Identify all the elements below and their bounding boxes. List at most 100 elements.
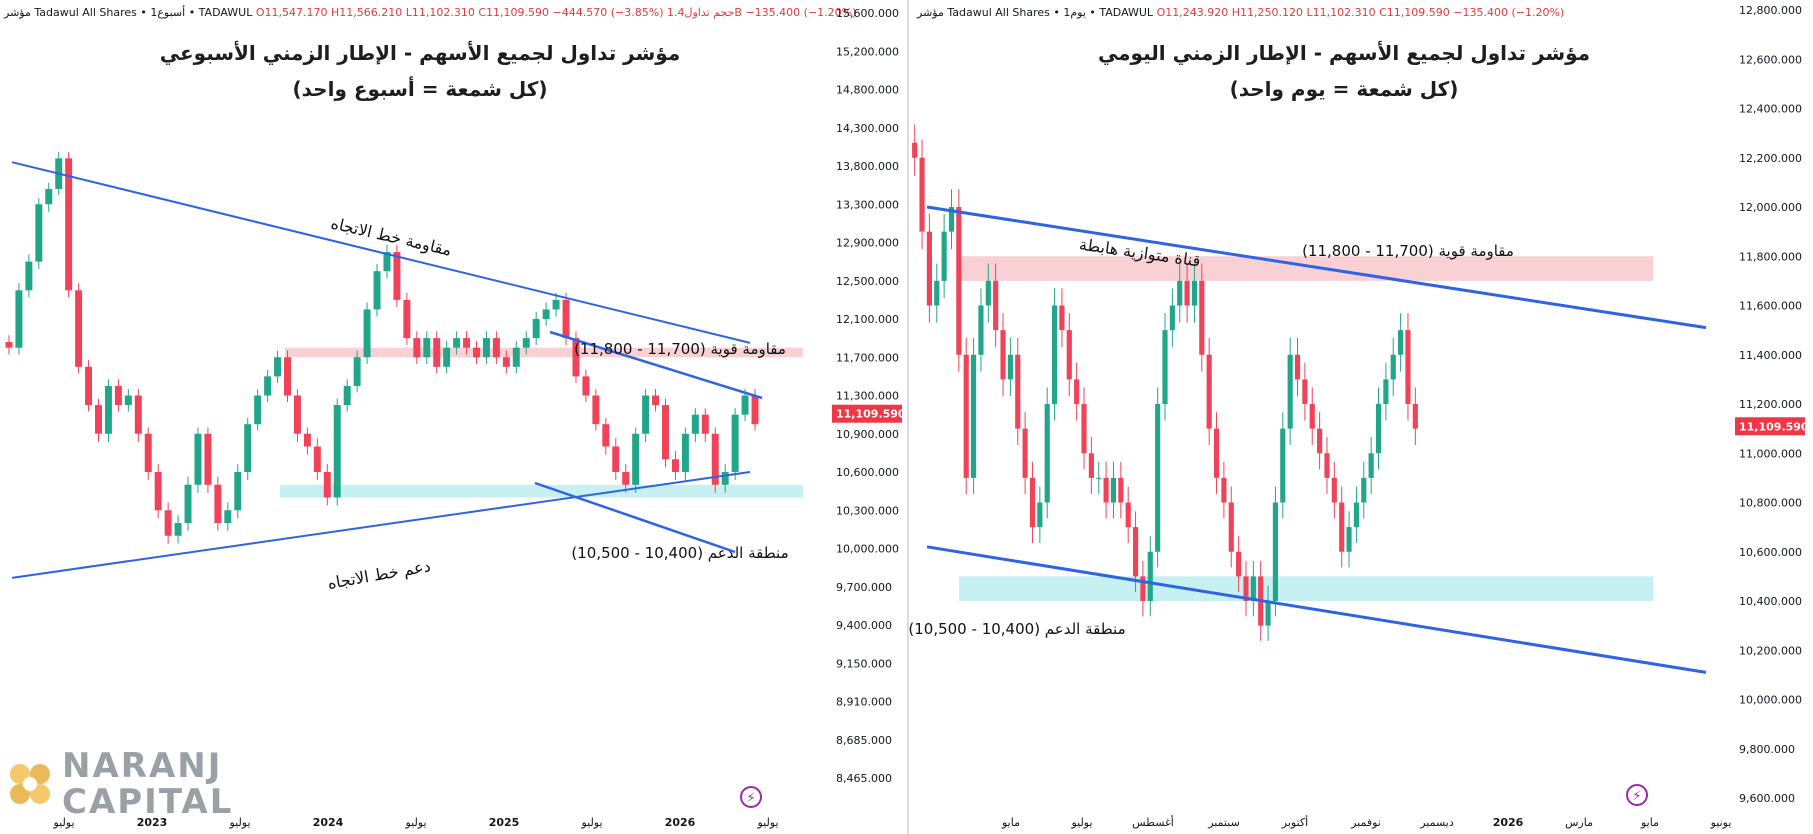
candle-body <box>1272 502 1279 601</box>
candle-body <box>956 207 962 355</box>
candle-body <box>1110 477 1117 503</box>
candle-body <box>1059 305 1065 331</box>
y-tick-label: 11,300.000 <box>836 390 899 403</box>
candle-body <box>264 376 272 396</box>
candle-body <box>971 354 977 478</box>
resistance-zone <box>285 347 803 358</box>
weekly-support-zone-label: منطقة الدعم (10,400 - 10,500) <box>571 544 788 562</box>
candle-body <box>1103 477 1109 503</box>
candle-body <box>1081 404 1087 454</box>
x-tick-label: مايو <box>1001 816 1020 829</box>
weekly-chart-svg[interactable]: مؤشر تداول لجميع الأسهم - الإطار الزمني … <box>0 0 909 834</box>
weekly-high: H11,566.210 <box>330 6 403 19</box>
candle-body <box>1029 477 1036 528</box>
candle-body <box>274 357 282 377</box>
candle-body <box>25 261 33 291</box>
candle-body <box>1155 404 1161 552</box>
candle-body <box>423 338 431 358</box>
candle-body <box>1294 354 1301 380</box>
daily-strong-resistance-label: مقاومة قوية (11,700 - 11,800) <box>1302 242 1514 260</box>
weekly-volume-change: −135.400 (−1.20%) <box>745 6 857 19</box>
naranj-capital-logo: NARANJ CAPITAL <box>6 748 233 820</box>
daily-close: C11,109.590 <box>1379 6 1450 19</box>
x-tick-label: 2025 <box>489 816 520 829</box>
trendline-resistance <box>11 161 751 344</box>
candle-body <box>453 338 461 348</box>
candle-body <box>1000 330 1006 380</box>
candle-body <box>1044 404 1050 503</box>
candle-body <box>492 338 500 358</box>
candle-body <box>353 357 361 386</box>
candle-body <box>1250 576 1256 601</box>
candle-body <box>1280 428 1286 503</box>
logo-line1: NARANJ <box>62 746 223 786</box>
candle-body <box>124 395 132 406</box>
candle-body <box>194 433 202 485</box>
daily-support-zone-label: منطقة الدعم (10,400 - 10,500) <box>909 620 1126 638</box>
candle-body <box>1177 280 1183 306</box>
candle-body <box>174 523 182 536</box>
candle-body <box>1375 404 1382 454</box>
last-price-label <box>832 404 902 423</box>
y-tick-label: 10,300.000 <box>836 504 899 517</box>
y-tick-label: 13,300.000 <box>836 198 899 211</box>
panel-divider <box>907 0 909 834</box>
support-zone <box>280 484 803 498</box>
candle-body <box>963 354 969 478</box>
candle-body <box>1398 330 1404 355</box>
y-tick-label: 12,900.000 <box>836 237 899 250</box>
candle-body <box>1383 379 1389 404</box>
y-tick-label: 10,400.000 <box>1739 595 1802 608</box>
candle-body <box>632 433 640 485</box>
candle-body <box>443 347 451 367</box>
y-tick-label: 14,300.000 <box>836 122 899 135</box>
candle-body <box>1184 280 1190 306</box>
candle-body <box>1169 305 1175 331</box>
candle-body <box>15 290 23 348</box>
candle-body <box>582 376 590 396</box>
candle-body <box>731 414 739 472</box>
y-tick-label: 10,000.000 <box>1739 694 1802 707</box>
trendline-channel_upper <box>926 205 1707 330</box>
daily-chart-panel[interactable]: مؤشر Tadawul All Shares • يوم1 • TADAWUL… <box>909 0 1813 834</box>
daily-chart-svg[interactable]: مؤشر تداول لجميع الأسهم - الإطار الزمني … <box>909 0 1813 834</box>
weekly-local-channel-upper <box>549 330 763 400</box>
weekly-open: O11,547.170 <box>255 6 328 19</box>
candle-body <box>1147 551 1153 601</box>
candle-body <box>433 338 441 367</box>
daily-lightning-icon[interactable]: ⚡ <box>1626 784 1648 806</box>
y-tick-label: 12,100.000 <box>836 313 899 326</box>
candle-body <box>1051 305 1058 404</box>
y-tick-label: 14,800.000 <box>836 84 899 97</box>
weekly-lightning-icon[interactable]: ⚡ <box>740 786 762 808</box>
x-tick-label: يوليو <box>580 816 602 829</box>
candle-body <box>95 405 102 434</box>
y-tick-label: 9,700.000 <box>836 581 892 594</box>
candle-body <box>373 271 381 310</box>
weekly-title: مؤشر تداول لجميع الأسهم - الإطار الزمني … <box>160 40 680 66</box>
weekly-change: −444.570 (−3.85%) <box>552 6 664 19</box>
x-tick-label: أكتوبر <box>1281 815 1308 829</box>
candle-body <box>1162 330 1168 404</box>
candle-body <box>681 433 689 472</box>
candle-body <box>1324 453 1330 478</box>
y-tick-label: 12,800.000 <box>1739 4 1802 17</box>
weekly-close: C11,109.590 <box>478 6 550 19</box>
candle-body <box>1317 428 1323 454</box>
candle-body <box>403 299 411 339</box>
y-tick-label: 15,200.000 <box>836 45 899 58</box>
y-tick-label: 11,000.000 <box>1739 447 1802 460</box>
y-tick-label: 9,600.000 <box>1739 792 1795 805</box>
candle-body <box>1368 453 1374 478</box>
weekly-support-trend-label: دعم خط الاتجاه <box>326 556 432 593</box>
candle-body <box>5 342 13 348</box>
last-price-text: 11,109.590 <box>1739 420 1809 433</box>
candle-body <box>343 385 351 406</box>
candle-body <box>164 510 172 536</box>
candle-body <box>1213 428 1220 478</box>
y-tick-label: 12,000.000 <box>1739 201 1802 214</box>
x-tick-label: يوليو <box>52 816 74 829</box>
naranj-logo-icon <box>10 764 50 804</box>
candle-body <box>652 395 660 406</box>
weekly-chart-panel[interactable]: مؤشر Tadawul All Shares • أسبوع1 • TADAW… <box>0 0 909 834</box>
